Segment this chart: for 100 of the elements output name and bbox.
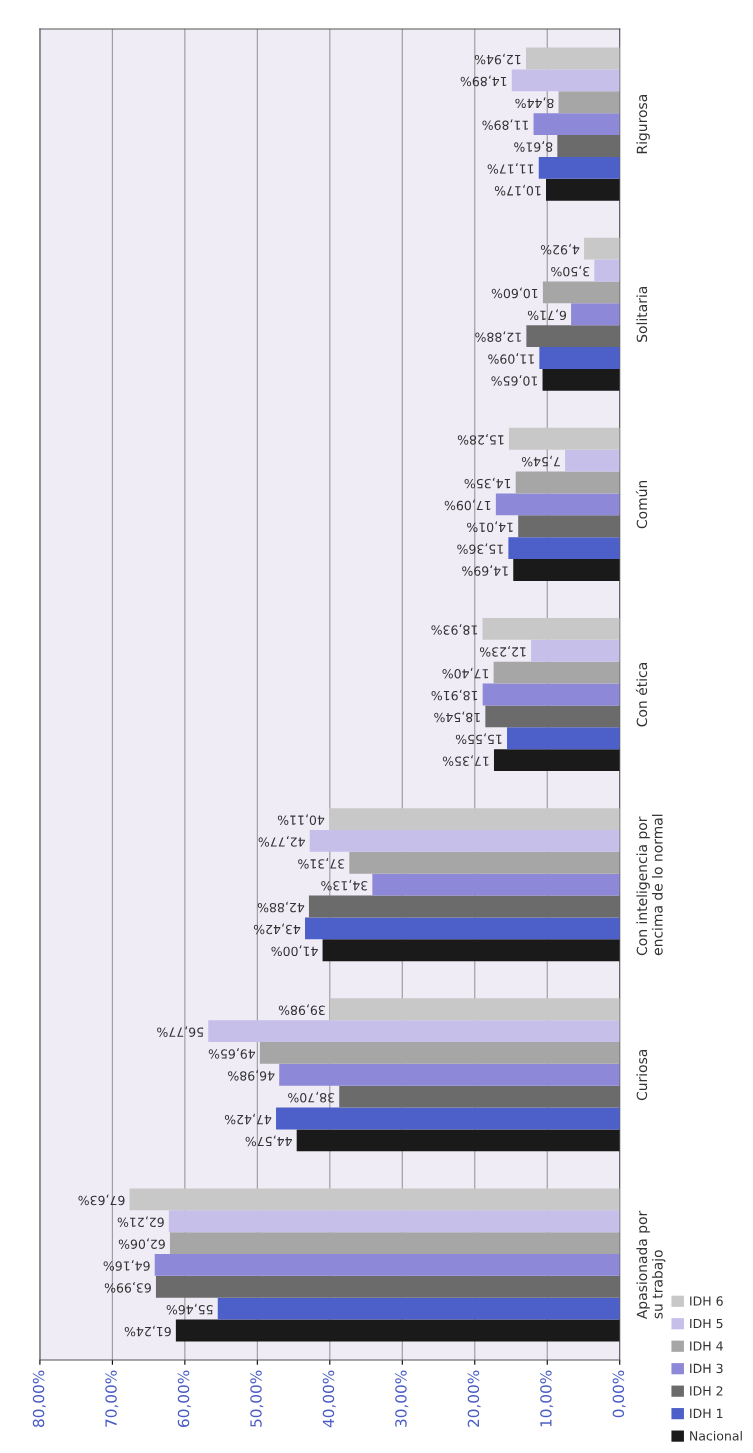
legend-label: IDH 3	[690, 1363, 723, 1374]
data-label: 4,92%	[540, 243, 580, 255]
bar	[557, 135, 620, 157]
bar	[329, 808, 620, 831]
bar	[539, 347, 620, 369]
data-label: 12,94%	[474, 53, 521, 65]
bar	[531, 639, 620, 662]
y-tick-label: Solitaria	[636, 286, 648, 342]
x-tick-label: 30,00%	[395, 1370, 409, 1427]
data-label: 10,65%	[491, 374, 537, 386]
bar	[571, 303, 620, 326]
bar	[542, 281, 620, 304]
data-label: 12,88%	[475, 331, 521, 342]
data-label: 64,16%	[103, 1260, 150, 1271]
bar	[339, 1085, 620, 1108]
data-label: 67,63%	[78, 1194, 125, 1206]
bar	[513, 559, 620, 581]
data-label: 10,17%	[494, 184, 541, 196]
x-tick-label: 20,00%	[467, 1370, 481, 1427]
bar	[526, 325, 620, 348]
legend-label: Nacional	[690, 1430, 742, 1441]
bar	[168, 1210, 620, 1233]
data-label: 15,36%	[457, 543, 503, 554]
data-label: 14,01%	[467, 521, 513, 533]
y-tick-label: Común	[635, 480, 648, 529]
data-label: 15,55%	[455, 733, 502, 745]
legend-label: IDH 5	[690, 1318, 723, 1329]
bar	[584, 237, 620, 260]
data-label: 38,70%	[288, 1091, 335, 1103]
x-tick-label: 80,00%	[32, 1370, 46, 1427]
data-label: 11,17%	[487, 162, 534, 174]
bar	[508, 427, 620, 450]
y-tick-label: Apasionada por su trabajo	[636, 1210, 666, 1320]
bar	[493, 661, 620, 684]
bar	[155, 1275, 620, 1298]
data-label: 61,24%	[124, 1325, 171, 1337]
bar	[525, 47, 620, 70]
bar	[533, 113, 620, 136]
x-tick-label: 40,00%	[322, 1370, 336, 1428]
data-label: 40,11%	[277, 814, 325, 825]
data-label: 62,06%	[118, 1238, 165, 1249]
data-label: 17,09%	[444, 499, 491, 511]
data-label: 42,77%	[258, 836, 305, 847]
data-label: 14,69%	[462, 565, 508, 576]
data-label: 12,23%	[479, 645, 526, 657]
bar	[558, 91, 620, 114]
bar	[329, 998, 620, 1021]
bar	[495, 493, 620, 516]
legend-label: IDH 2	[690, 1386, 723, 1396]
data-label: 49,65%	[208, 1048, 256, 1059]
data-label: 39,98%	[278, 1004, 325, 1016]
bar	[296, 1129, 620, 1152]
data-label: 55,46%	[166, 1303, 213, 1315]
data-label: 17,35%	[442, 755, 489, 766]
bar	[279, 1063, 620, 1086]
data-label: 18,93%	[431, 624, 477, 635]
y-tick-label: Curiosa	[636, 1049, 648, 1101]
bar	[485, 705, 620, 728]
bar	[515, 471, 620, 494]
data-label: 11,89%	[482, 119, 529, 130]
bar	[349, 851, 620, 874]
bar	[175, 1319, 620, 1342]
legend-label: IDH 6	[690, 1296, 723, 1306]
bar	[546, 178, 620, 201]
bar	[154, 1254, 620, 1276]
bar	[594, 259, 620, 282]
bar	[511, 69, 620, 92]
x-tick-label: 50,00%	[250, 1370, 264, 1427]
x-tick-label: 0,00%	[612, 1370, 626, 1418]
x-tick-label: 60,00%	[177, 1370, 191, 1427]
bar	[518, 515, 620, 538]
bar	[493, 749, 620, 772]
x-tick-label: 10,00%	[540, 1370, 554, 1427]
bar	[276, 1107, 620, 1130]
data-label: 8,44%	[515, 97, 554, 109]
bar	[322, 939, 620, 962]
data-label: 15,28%	[457, 433, 504, 445]
data-label: 10,60%	[491, 287, 538, 299]
bar	[169, 1232, 620, 1255]
data-label: 8,61%	[514, 141, 553, 152]
data-label: 62,21%	[117, 1216, 164, 1228]
y-tick-label: Con inteligencia por encima de lo normal	[636, 814, 663, 956]
data-label: 7,54%	[521, 455, 560, 467]
x-tick-label: 70,00%	[105, 1370, 119, 1427]
bar	[538, 156, 620, 179]
data-label: 18,54%	[434, 711, 480, 723]
bar	[308, 895, 620, 918]
data-label: 47,42%	[224, 1113, 272, 1125]
data-label: 56,77%	[157, 1026, 204, 1037]
data-label: 18,91%	[431, 689, 478, 701]
bar	[565, 449, 620, 472]
bar	[208, 1020, 620, 1043]
data-label: 46,98%	[228, 1069, 275, 1081]
bar	[217, 1297, 620, 1320]
bar	[372, 873, 620, 896]
data-label: 63,99%	[104, 1281, 151, 1293]
bar	[129, 1188, 620, 1211]
data-label: 41,00%	[271, 945, 318, 957]
data-label: 6,71%	[527, 309, 567, 321]
bar	[482, 618, 620, 640]
